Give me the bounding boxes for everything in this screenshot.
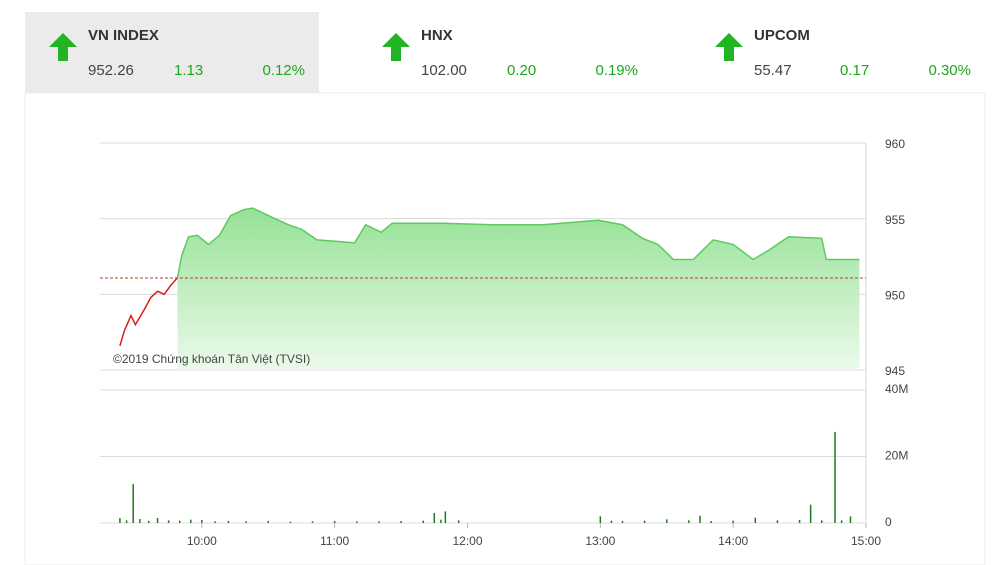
x-tick-label: 12:00 — [452, 534, 482, 548]
y-tick-label: 955 — [885, 213, 905, 227]
index-tile[interactable]: UPCOM 55.47 0.17 0.30% — [715, 27, 971, 79]
volume-bar — [119, 518, 121, 523]
y-tick-label: 40M — [885, 382, 908, 396]
volume-bar — [227, 521, 230, 523]
up-arrow — [715, 33, 743, 61]
volume-bar — [643, 520, 646, 523]
price-line — [176, 207, 860, 278]
index-value: 102.00 — [421, 62, 467, 79]
copyright-note: ©2019 Chứng khoán Tân Việt (TVSI) — [113, 352, 310, 366]
x-tick-label: 11:00 — [320, 534, 349, 548]
volume-bar — [732, 520, 734, 523]
index-change: 0.17 — [840, 62, 869, 79]
volume-bar — [798, 520, 801, 523]
volume-bar — [820, 520, 823, 523]
volume-bar — [400, 521, 402, 523]
volume-bar — [422, 520, 424, 523]
index-name: HNX — [421, 27, 453, 44]
x-tick-label: 15:00 — [851, 534, 881, 548]
volume-bar — [356, 521, 358, 523]
volume-bar — [754, 517, 757, 523]
x-tick-label: 14:00 — [718, 534, 748, 548]
index-percent: 0.19% — [595, 62, 638, 79]
volume-bar — [621, 521, 624, 523]
y-tick-label: 945 — [885, 364, 905, 378]
volume-bar — [214, 521, 216, 523]
index-percent: 0.12% — [262, 62, 305, 79]
volume-bar — [267, 521, 270, 523]
y-tick-label: 20M — [885, 449, 908, 463]
index-tile[interactable]: VN INDEX 952.26 1.13 0.12% — [25, 12, 319, 93]
volume-bar — [809, 504, 812, 523]
y-tick-label: 0 — [885, 515, 892, 529]
volume-bar — [699, 515, 701, 523]
x-tick-label: 10:00 — [187, 534, 217, 548]
volume-bar — [457, 520, 460, 523]
index-name: UPCOM — [754, 27, 810, 44]
volume-bar — [776, 520, 779, 523]
price-area — [177, 208, 860, 370]
volume-bar — [167, 520, 170, 523]
volume-bar — [378, 521, 380, 523]
volume-bar — [710, 521, 712, 523]
up-arrow — [382, 33, 410, 61]
index-percent: 0.30% — [928, 62, 971, 79]
x-tick-label: 13:00 — [585, 534, 615, 548]
volume-bar — [688, 520, 690, 523]
index-value: 55.47 — [754, 62, 792, 79]
volume-bar — [156, 518, 159, 523]
volume-bar — [132, 484, 134, 523]
price-line — [119, 277, 179, 347]
volume-bar — [201, 520, 203, 523]
y-tick-label: 950 — [885, 289, 905, 303]
index-change: 0.20 — [507, 62, 536, 79]
index-name: VN INDEX — [88, 27, 159, 44]
volume-bar — [599, 516, 602, 523]
volume-bar — [333, 521, 336, 523]
volume-bar — [311, 521, 314, 523]
up-arrow — [49, 33, 77, 61]
volume-bar — [245, 521, 247, 523]
index-value: 952.26 — [88, 62, 134, 79]
volume-bar — [666, 519, 668, 523]
volume-bar — [610, 520, 613, 523]
volume-bar — [125, 520, 128, 523]
volume-bar — [190, 519, 192, 523]
volume-bar — [178, 520, 181, 523]
volume-bar — [139, 519, 141, 523]
volume-bar — [840, 520, 843, 523]
volume-bar — [147, 521, 150, 523]
index-change: 1.13 — [174, 62, 203, 79]
y-tick-label: 960 — [885, 137, 905, 151]
volume-bar — [849, 516, 852, 523]
volume-bar — [834, 431, 836, 523]
volume-bar — [440, 519, 442, 523]
volume-bar — [433, 513, 436, 523]
volume-bar — [444, 511, 447, 523]
tile-background — [25, 12, 319, 93]
index-tile[interactable]: HNX 102.00 0.20 0.19% — [382, 27, 638, 79]
volume-bar — [289, 521, 292, 523]
